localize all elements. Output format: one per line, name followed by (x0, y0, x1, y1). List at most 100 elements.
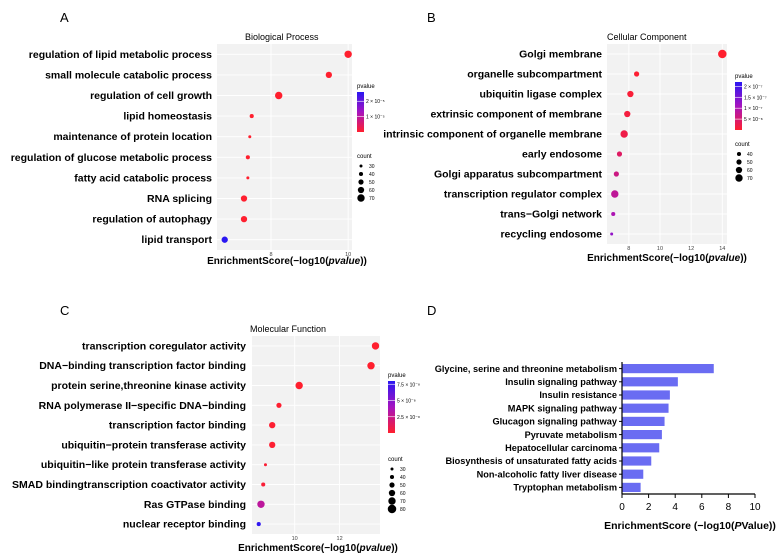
plot-background (252, 336, 380, 534)
category-label: lipid transport (141, 234, 212, 246)
category-label: regulation of autophagy (92, 214, 212, 226)
category-label: Golgi apparatus subcompartment (434, 169, 603, 181)
size-legend-label: 50 (400, 483, 406, 489)
size-legend-dot (387, 504, 397, 514)
panel-letter-b: B (427, 10, 436, 25)
x-tick-label: 10 (749, 502, 761, 513)
panel-a: A Biological Process 8 10 regulation of lipi… (11, 10, 385, 267)
size-legend-title: count (388, 457, 403, 463)
panel-d: D Glycine, serine and threonine metabolis… (427, 303, 776, 532)
size-legend-title: count (357, 154, 372, 160)
size-legend-label: 70 (747, 176, 753, 182)
data-point (221, 236, 228, 243)
size-legend-dot (735, 174, 743, 182)
x-tick-label: 8 (726, 502, 732, 513)
color-legend-label: 5 × 10⁻⁸ (744, 117, 763, 123)
category-label: MAPK signaling pathway (508, 403, 618, 413)
panel-title: Cellular Component (607, 32, 687, 42)
x-tick-label: 12 (688, 246, 694, 252)
color-legend-title: pvalue (735, 74, 753, 80)
category-label: Pyruvate metabolism (525, 430, 617, 440)
category-label: DNA−binding transcription factor binding (39, 360, 246, 372)
category-label: regulation of glucose metabolic process (11, 152, 212, 164)
color-legend-label: 1.5 × 10⁻⁷ (744, 95, 767, 101)
plot-background (217, 44, 352, 250)
color-legend-bar (735, 82, 742, 130)
category-label: Tryptophan metabolism (513, 483, 617, 493)
x-tick-label: 2 (646, 502, 652, 513)
color-legend-label: 1 × 10⁻⁷ (744, 106, 763, 112)
x-tick-label: 8 (627, 246, 630, 252)
x-tick-label: 6 (699, 502, 705, 513)
category-label: Golgi membrane (519, 49, 602, 61)
color-legend-label: 2.5 × 10⁻⁸ (397, 415, 420, 421)
data-point (261, 482, 266, 487)
data-point (613, 171, 619, 177)
data-point (240, 195, 248, 202)
panel-b: B Cellular Component 8 10 12 14 Golgi membrane… (383, 10, 767, 264)
category-label: Non-alcoholic fatty liver disease (477, 469, 617, 479)
data-point (344, 50, 352, 58)
color-legend-label: 5 × 10⁻⁸ (397, 399, 416, 405)
bar (622, 443, 660, 453)
data-point (269, 441, 276, 449)
panel-c: C Molecular Function 10 12 transcription cor… (12, 303, 420, 554)
category-label: regulation of lipid metabolic process (29, 49, 212, 61)
category-label: RNA splicing (147, 193, 212, 205)
category-label: Glucagon signaling pathway (492, 417, 617, 427)
panel-letter-c: C (60, 303, 69, 318)
size-legend-label: 80 (400, 507, 406, 513)
plot-background (607, 44, 727, 244)
color-legend-bar (388, 381, 395, 433)
data-point (275, 91, 283, 100)
size-legend-dot (389, 482, 395, 488)
category-label: lipid homeostasis (123, 111, 212, 123)
size-legend-dot (358, 171, 364, 177)
size-legend-dot (389, 474, 395, 480)
category-label: intrinsic component of organelle membran… (383, 129, 602, 141)
x-tick-label: 0 (619, 502, 625, 513)
x-tick-label: 10 (292, 536, 298, 542)
category-label: ubiquitin ligase complex (479, 89, 602, 101)
category-label: protein serine,threonine kinase activity (51, 380, 246, 392)
data-point (256, 522, 261, 527)
size-legend-label: 30 (400, 467, 406, 473)
category-label: organelle subcompartment (467, 69, 602, 81)
data-point (367, 362, 375, 370)
data-point (325, 71, 333, 79)
data-point (295, 381, 303, 390)
size-legend-label: 30 (369, 164, 375, 170)
bar (622, 364, 714, 374)
size-legend-label: 40 (369, 172, 375, 178)
category-label: SMAD bindingtranscription coactivator ac… (12, 479, 246, 491)
color-legend-label: 2 × 10⁻⁷ (744, 84, 763, 90)
category-label: Hepatocellular carcinoma (505, 443, 618, 453)
size-legend-dot (735, 166, 743, 174)
size-legend-dot (388, 489, 396, 497)
color-legend-label: 7.5 × 10⁻⁸ (397, 382, 420, 388)
x-axis-label: EnrichmentScore (−log10(PValue)) (604, 520, 776, 532)
bar (622, 469, 644, 479)
data-point (624, 110, 631, 118)
data-point (269, 421, 276, 429)
category-label: RNA polymerase II−specific DNA−binding (39, 400, 246, 412)
data-point (248, 135, 252, 139)
data-point (245, 155, 250, 160)
data-point (276, 402, 282, 408)
color-legend-label: 1 × 10⁻⁵ (366, 115, 385, 121)
color-legend-title: pvalue (388, 373, 406, 379)
color-legend-title: pvalue (357, 84, 375, 90)
size-legend-dot (359, 164, 363, 168)
size-legend-dot (357, 186, 365, 194)
x-axis-label: EnrichmentScore(−log10(pvalue)) (238, 543, 398, 554)
data-point (611, 211, 616, 217)
category-label: trans−Golgi network (500, 209, 602, 221)
size-legend-dot (736, 159, 742, 165)
category-label: Glycine, serine and threonine metabolism (435, 364, 617, 374)
x-tick-label: 10 (657, 246, 663, 252)
category-label: extrinsic component of membrane (430, 109, 602, 121)
x-axis-label: EnrichmentScore(−log10(pvalue)) (207, 256, 367, 267)
color-legend-bar (357, 92, 364, 132)
bar (622, 456, 652, 466)
x-tick-label: 14 (719, 246, 725, 252)
